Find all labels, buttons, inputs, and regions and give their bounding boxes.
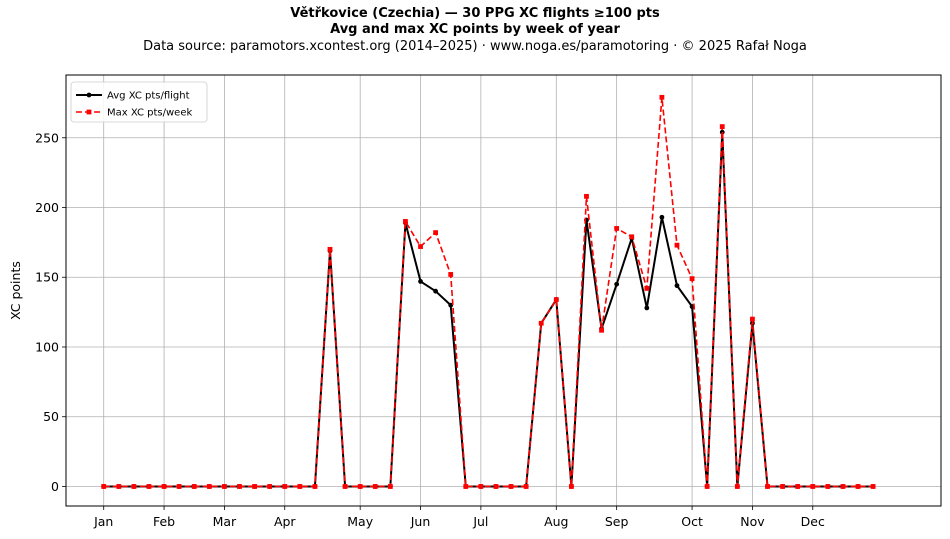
data-point <box>614 281 620 287</box>
chart-subtitle: Avg and max XC points by week of year <box>330 22 620 37</box>
data-point <box>116 484 122 489</box>
x-tick-label: Nov <box>740 514 765 529</box>
x-tick-label: Sep <box>605 514 629 529</box>
legend-label: Avg XC pts/flight <box>107 91 190 102</box>
data-point <box>825 484 831 489</box>
x-axis: Jan Feb Mar Apr May Jun Jul Aug Sep Oct Nov Dec <box>93 506 825 529</box>
data-point <box>568 484 574 489</box>
data-point <box>372 484 378 489</box>
data-point <box>870 484 876 489</box>
x-tick-label: Mar <box>213 514 237 529</box>
data-point <box>131 484 137 489</box>
data-point <box>403 219 408 224</box>
data-point <box>538 320 544 326</box>
data-point <box>161 484 167 489</box>
data-point <box>734 484 740 489</box>
chart-titles: Větřkovice (Czechia) — 30 PPG XC flights… <box>0 6 950 56</box>
data-point <box>795 484 801 489</box>
legend-label: Max XC pts/week <box>107 108 192 119</box>
x-tick-label: Jun <box>410 514 431 529</box>
data-point <box>312 484 318 489</box>
data-point <box>765 484 770 489</box>
data-point <box>252 484 257 489</box>
data-point <box>433 288 439 294</box>
data-point <box>674 283 680 289</box>
y-tick-label: 200 <box>35 200 59 215</box>
data-point <box>659 214 665 220</box>
data-point <box>855 484 861 489</box>
legend-marker <box>86 109 92 115</box>
data-point <box>780 484 785 489</box>
x-tick-label: May <box>347 514 373 529</box>
data-point <box>267 484 273 489</box>
data-point <box>297 484 303 489</box>
data-point <box>342 484 348 489</box>
series-max <box>101 94 876 489</box>
y-tick-label: 150 <box>35 270 59 285</box>
data-point <box>644 286 650 291</box>
data-point <box>719 124 725 130</box>
data-point <box>387 484 393 489</box>
data-point <box>357 484 363 489</box>
chart-title: Větřkovice (Czechia) — 30 PPG XC flights… <box>290 6 660 21</box>
data-point <box>493 484 499 489</box>
x-tick-label: Oct <box>681 514 703 529</box>
data-point <box>508 484 514 489</box>
data-point <box>418 279 423 284</box>
data-point <box>810 484 816 489</box>
data-point <box>704 484 710 489</box>
data-point <box>644 305 650 311</box>
data-point <box>689 276 695 282</box>
legend-box <box>70 81 208 123</box>
data-point <box>629 234 635 240</box>
data-point <box>750 316 755 322</box>
data-point <box>553 297 559 302</box>
data-point <box>418 244 423 249</box>
data-point <box>614 226 620 231</box>
data-point <box>176 484 182 489</box>
y-tick-label: 50 <box>43 409 59 424</box>
x-tick-label: Feb <box>153 514 175 529</box>
data-point <box>222 484 227 489</box>
data-point <box>282 484 288 489</box>
series-line <box>103 96 874 488</box>
data-point <box>840 484 846 489</box>
y-tick-label: 100 <box>35 339 59 354</box>
y-axis: 0 50 100 150 200 250 <box>35 130 66 494</box>
x-tick-label: Jul <box>472 514 488 529</box>
data-point <box>327 246 333 252</box>
data-point <box>463 484 469 489</box>
data-point <box>659 94 665 100</box>
data-point <box>146 484 152 489</box>
x-tick-label: Apr <box>274 514 296 529</box>
grid-lines <box>66 75 941 506</box>
data-point <box>191 484 197 489</box>
data-point <box>478 484 484 489</box>
plot-frame <box>65 74 942 507</box>
data-point <box>674 242 680 248</box>
data-point <box>448 272 454 277</box>
series-avg <box>101 129 876 489</box>
data-point <box>237 484 242 489</box>
x-tick-label: Jan <box>93 514 113 529</box>
y-tick-label: 0 <box>51 479 59 494</box>
data-point <box>599 327 604 333</box>
data-point <box>101 484 107 489</box>
series-line <box>103 131 874 488</box>
data-point <box>523 484 529 489</box>
data-point <box>584 193 589 199</box>
series-layer <box>101 94 876 489</box>
data-point <box>433 230 439 236</box>
data-point <box>448 302 454 308</box>
y-axis-label: XC points <box>8 261 23 320</box>
legend-marker <box>86 92 92 98</box>
x-tick-label: Dec <box>801 514 825 529</box>
legend: Avg XC pts/flight Max XC pts/week <box>70 81 208 123</box>
x-tick-label: Aug <box>544 514 568 529</box>
data-point <box>206 484 212 489</box>
y-tick-label: 250 <box>35 130 59 145</box>
data-source-line: Data source: paramotors.xcontest.org (20… <box>143 39 807 54</box>
